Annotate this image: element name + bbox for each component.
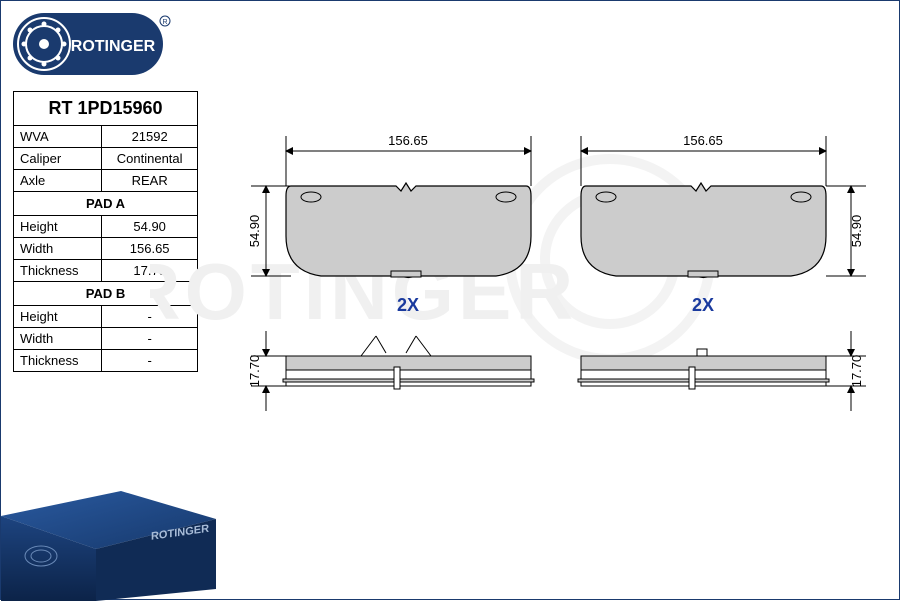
pad-a-label: Width bbox=[14, 238, 102, 260]
pad-a-value: 54.90 bbox=[102, 216, 198, 238]
dim-width: 156.65 bbox=[388, 133, 428, 148]
spec-value: 21592 bbox=[102, 126, 198, 148]
pad-b-title: PAD B bbox=[14, 282, 198, 306]
spec-table: RT 1PD15960 WVA21592 CaliperContinental … bbox=[13, 91, 198, 372]
part-number: RT 1PD15960 bbox=[14, 92, 198, 126]
pad-front-left bbox=[286, 183, 531, 278]
pad-b-value: - bbox=[102, 350, 198, 372]
dim-thickness: 17.70 bbox=[849, 355, 864, 388]
qty-label: 2X bbox=[692, 295, 714, 315]
pad-a-value: 156.65 bbox=[102, 238, 198, 260]
brand-logo: ROTINGER R bbox=[13, 13, 198, 83]
pad-a-title: PAD A bbox=[14, 192, 198, 216]
pad-b-label: Height bbox=[14, 306, 102, 328]
pad-a-label: Height bbox=[14, 216, 102, 238]
technical-diagram: 156.65 54.90 2X 17.70 156.65 bbox=[211, 21, 891, 581]
dim-width: 156.65 bbox=[683, 133, 723, 148]
spec-label: Axle bbox=[14, 170, 102, 192]
pad-front-right bbox=[581, 183, 826, 278]
pad-side-left bbox=[283, 336, 534, 389]
dim-thickness: 17.70 bbox=[247, 355, 262, 388]
brand-text: ROTINGER bbox=[71, 38, 156, 55]
dim-height: 54.90 bbox=[849, 215, 864, 248]
pad-b-value: - bbox=[102, 328, 198, 350]
svg-text:R: R bbox=[162, 19, 167, 26]
pad-b-value: - bbox=[102, 306, 198, 328]
product-box-illustration: ROTINGER bbox=[1, 461, 221, 601]
pad-a-value: 17.70 bbox=[102, 260, 198, 282]
pad-side-right bbox=[578, 349, 829, 389]
spec-value: REAR bbox=[102, 170, 198, 192]
qty-label: 2X bbox=[397, 295, 419, 315]
spec-label: WVA bbox=[14, 126, 102, 148]
spec-value: Continental bbox=[102, 148, 198, 170]
pad-b-label: Thickness bbox=[14, 350, 102, 372]
pad-b-label: Width bbox=[14, 328, 102, 350]
spec-label: Caliper bbox=[14, 148, 102, 170]
dim-height: 54.90 bbox=[247, 215, 262, 248]
pad-a-label: Thickness bbox=[14, 260, 102, 282]
